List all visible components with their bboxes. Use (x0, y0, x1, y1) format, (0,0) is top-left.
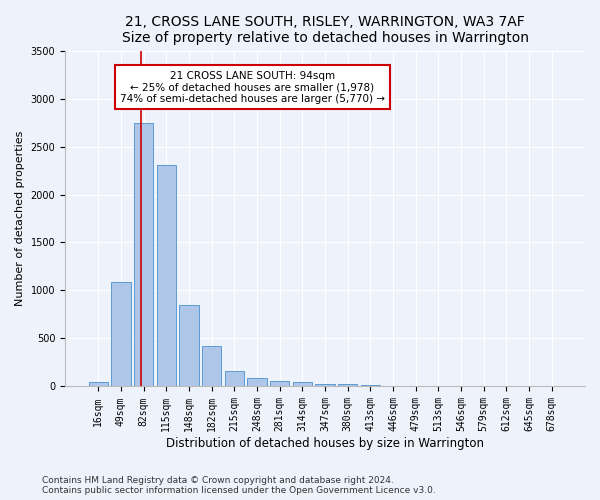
Bar (316, 384, 335, 386)
Y-axis label: Number of detached properties: Number of detached properties (15, 131, 25, 306)
Bar (361, 384, 380, 386)
X-axis label: Distribution of detached houses by size in Warrington: Distribution of detached houses by size … (166, 437, 484, 450)
Bar (89, 382, 108, 386)
Title: 21, CROSS LANE SOUTH, RISLEY, WARRINGTON, WA3 7AF
Size of property relative to d: 21, CROSS LANE SOUTH, RISLEY, WARRINGTON… (122, 15, 529, 45)
Bar (112, 282, 131, 387)
Bar (338, 384, 358, 386)
Bar (247, 378, 266, 386)
Text: Contains HM Land Registry data © Crown copyright and database right 2024.
Contai: Contains HM Land Registry data © Crown c… (42, 476, 436, 495)
Bar (270, 380, 289, 386)
Bar (179, 305, 199, 386)
Bar (224, 371, 244, 386)
Text: 21 CROSS LANE SOUTH: 94sqm
← 25% of detached houses are smaller (1,978)
74% of s: 21 CROSS LANE SOUTH: 94sqm ← 25% of deta… (120, 70, 385, 104)
Bar (202, 346, 221, 387)
Bar (293, 382, 312, 386)
Bar (157, 165, 176, 386)
Bar (134, 122, 153, 386)
